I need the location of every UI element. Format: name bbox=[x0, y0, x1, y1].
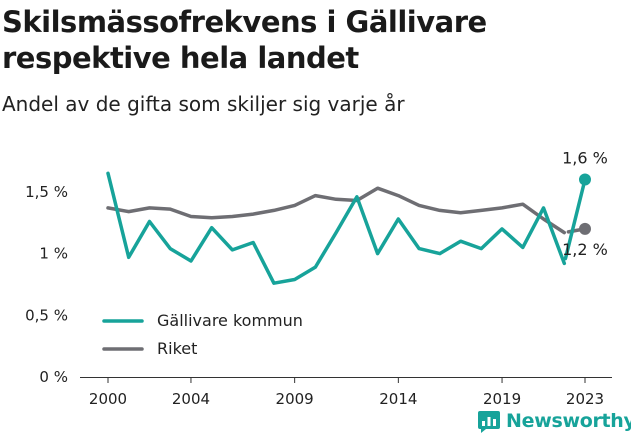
gallivare-series-line bbox=[106, 171, 567, 285]
y-tick-label: 0,5 % bbox=[25, 306, 68, 324]
gallivare-end-label: 1,6 % bbox=[562, 149, 608, 168]
riket-end-label: 1,2 % bbox=[562, 240, 608, 259]
gallivare-last-segment bbox=[563, 182, 586, 261]
y-tick-label: 1,5 % bbox=[25, 183, 68, 201]
chart-subtitle: Andel av de gifta som skiljer sig varje … bbox=[2, 92, 405, 116]
chart-title: Skilsmässofrekvens i Gällivare respektiv… bbox=[2, 4, 627, 76]
newsworthy-logo-icon bbox=[478, 411, 500, 433]
chart-title-line-2: respektive hela landet bbox=[2, 41, 359, 75]
riket-end-point bbox=[579, 222, 591, 235]
legend-label-gallivare: Gällivare kommun bbox=[157, 311, 303, 330]
y-tick-label: 1 % bbox=[39, 245, 68, 263]
x-tick-label: 2014 bbox=[379, 390, 417, 408]
legend-label-riket: Riket bbox=[157, 339, 197, 358]
newsworthy-logo-text: Newsworthy bbox=[506, 410, 631, 432]
x-tick-label: 2009 bbox=[276, 390, 314, 408]
chart-title-line-1: Skilsmässofrekvens i Gällivare bbox=[2, 5, 487, 39]
x-tick-label: 2004 bbox=[172, 390, 210, 408]
riket-series-line bbox=[106, 186, 567, 235]
x-tick-label: 2019 bbox=[483, 390, 521, 408]
newsworthy-logo: Newsworthy bbox=[477, 408, 631, 434]
gallivare-end-point bbox=[579, 173, 591, 186]
x-tick-label: 2023 bbox=[566, 390, 604, 408]
y-tick-label: 0 % bbox=[39, 368, 68, 386]
x-tick-label: 2000 bbox=[89, 390, 127, 408]
